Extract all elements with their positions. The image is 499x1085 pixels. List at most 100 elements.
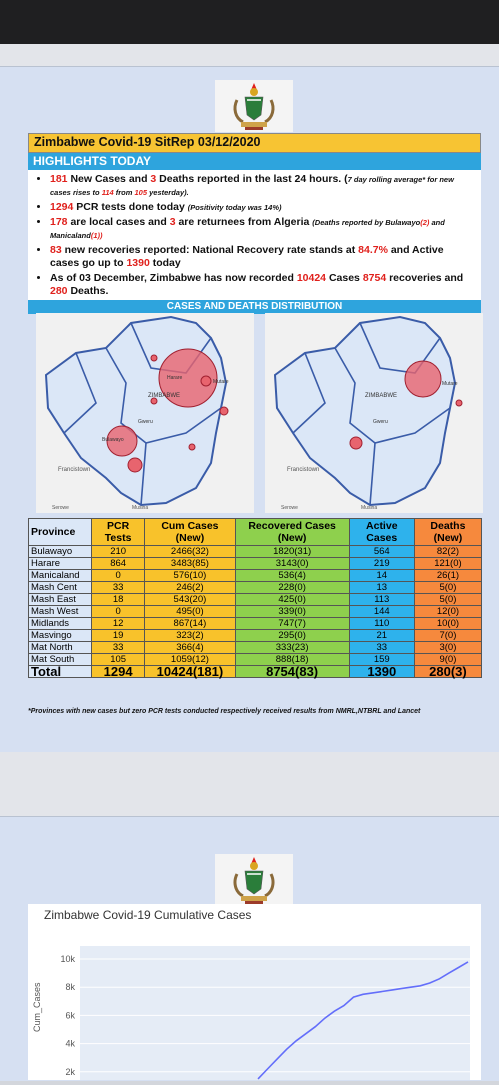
- map-label: Mutare: [213, 379, 229, 385]
- table-row: Mash West 0 495(0) 339(0) 144 12(0): [28, 605, 483, 618]
- recovery-rate-value: 84.7%: [358, 244, 388, 256]
- bulawayo-deaths: (2): [420, 218, 430, 227]
- cell-cum-cases: 323(2): [144, 629, 236, 642]
- deaths-map: ZIMBABWE Gweru Mutare Francistown Serowe…: [265, 313, 483, 513]
- cell-recovered: 228(0): [234, 581, 350, 594]
- highlight-item: 178 are local cases and 3 are returnees …: [50, 216, 475, 242]
- cases-map-graphic: Harare Mutare ZIMBABWE Gweru Bulawayo Fr…: [44, 315, 229, 511]
- sitrep-box: Zimbabwe Covid-19 SitRep 03/12/2020 HIGH…: [28, 133, 481, 314]
- new-deaths-value: 3: [150, 173, 157, 185]
- cell-cum-cases: 3483(85): [144, 557, 236, 570]
- total-cum-cases: 10424(181): [144, 665, 236, 678]
- coat-of-arms-icon: [233, 83, 275, 130]
- highlight-note: (Deaths reported by Bulawayo: [312, 218, 421, 227]
- table-row: Mash East 18 543(20) 425(0) 113 5(0): [28, 593, 483, 606]
- total-recovered: 8754(83): [234, 665, 350, 678]
- manicaland-deaths: (1)): [90, 231, 103, 240]
- total-deaths: 280(3): [413, 665, 483, 678]
- cell-recovered: 1820(31): [234, 545, 350, 558]
- table-row: Harare 864 3483(85) 3143(0) 219 121(0): [28, 557, 483, 570]
- y-tick-label: 8k: [65, 982, 75, 992]
- cell-province: Midlands: [28, 617, 92, 630]
- highlight-text: Cases: [326, 272, 363, 284]
- cell-recovered: 295(0): [234, 629, 350, 642]
- cell-active: 14: [348, 569, 415, 582]
- maps-panel: Harare Mutare ZIMBABWE Gweru Bulawayo Fr…: [28, 313, 483, 513]
- chart-plot: 2k 4k 6k 8k 10k Cum_Cases: [32, 946, 470, 1085]
- highlight-text: are local cases and: [67, 216, 170, 228]
- cell-pcr-tests: 864: [90, 557, 146, 570]
- cell-cum-cases: 543(20): [144, 593, 236, 606]
- cell-active: 13: [348, 581, 415, 594]
- sitrep-title: Zimbabwe Covid-19 SitRep 03/12/2020: [28, 133, 481, 153]
- highlight-item: 1294 PCR tests done today (Positivity to…: [50, 201, 475, 214]
- cell-recovered: 747(7): [234, 617, 350, 630]
- total-recoveries-value: 8754: [362, 272, 387, 284]
- map-label: Musina: [132, 505, 148, 511]
- table-footnote: *Provinces with new cases but zero PCR t…: [28, 708, 421, 715]
- cell-province: Manicaland: [28, 569, 92, 582]
- positivity-note: (Positivity today was 14%): [187, 203, 282, 212]
- cell-recovered: 339(0): [234, 605, 350, 618]
- highlight-text: Deaths reported in the last 24 hours. (: [156, 173, 348, 185]
- highlight-text: new recoveries reported: National Recove…: [61, 244, 359, 256]
- cell-deaths: 3(0): [413, 641, 483, 654]
- highlight-text: and Active cases go up to: [50, 244, 444, 269]
- table-row: Bulawayo 210 2466(32) 1820(31) 564 82(2): [28, 545, 483, 558]
- map-label: Serowe: [281, 505, 298, 511]
- cell-active: 110: [348, 617, 415, 630]
- map-label: Gweru: [373, 419, 388, 425]
- highlight-note: and Manicaland: [50, 218, 445, 240]
- cell-province: Mash East: [28, 593, 92, 606]
- total-pcr-tests: 1294: [90, 665, 146, 678]
- cell-recovered: 425(0): [234, 593, 350, 606]
- top-bar: [0, 0, 499, 44]
- page-gap: [0, 44, 499, 66]
- cell-deaths: 7(0): [413, 629, 483, 642]
- cumulative-chart: Zimbabwe Covid-19 Cumulative Cases 2k 4k 6…: [28, 904, 481, 1085]
- distribution-heading: CASES AND DEATHS DISTRIBUTION: [28, 300, 481, 314]
- cell-deaths: 12(0): [413, 605, 483, 618]
- map-label: Francistown: [58, 467, 90, 473]
- col-header-recovered: Recovered Cases (New): [234, 518, 350, 546]
- highlight-text: are returnees from Algeria: [175, 216, 313, 228]
- cell-cum-cases: 2466(32): [144, 545, 236, 558]
- total-active: 1390: [348, 665, 415, 678]
- cell-pcr-tests: 19: [90, 629, 146, 642]
- coat-of-arms: [215, 854, 293, 906]
- cell-province: Mash West: [28, 605, 92, 618]
- map-label: Francistown: [287, 467, 319, 473]
- map-label: Mutare: [442, 381, 458, 387]
- highlight-item: 181 New Cases and 3 Deaths reported in t…: [50, 173, 475, 199]
- rolling-average-value: 114: [101, 188, 114, 197]
- coat-of-arms-icon: [233, 857, 275, 904]
- highlight-note: 7 day rolling average* for new cases ris…: [50, 175, 454, 197]
- cell-deaths: 10(0): [413, 617, 483, 630]
- highlight-item: As of 03 December, Zimbabwe has now reco…: [50, 272, 475, 298]
- map-label: ZIMBABWE: [148, 393, 180, 399]
- chart-title: Zimbabwe Covid-19 Cumulative Cases: [44, 908, 252, 922]
- highlight-text: PCR tests done today: [73, 201, 188, 213]
- cell-recovered: 333(23): [234, 641, 350, 654]
- col-header-cum-cases: Cum Cases (New): [144, 518, 236, 546]
- highlight-note: yesterday).: [147, 188, 189, 197]
- total-province: Total: [28, 665, 92, 678]
- returnees-value: 3: [169, 216, 176, 228]
- cell-province: Masvingo: [28, 629, 92, 642]
- recoveries-value: 83: [50, 244, 62, 256]
- y-axis-label: Cum_Cases: [32, 982, 42, 1032]
- cell-active: 159: [348, 653, 415, 666]
- new-cases-value: 181: [50, 173, 68, 185]
- map-label: Gweru: [138, 419, 153, 425]
- y-tick-label: 10k: [60, 954, 75, 964]
- col-header-deaths: Deaths (New): [413, 518, 483, 546]
- cell-active: 113: [348, 593, 415, 606]
- cell-active: 21: [348, 629, 415, 642]
- highlight-text: New Cases and: [67, 173, 151, 185]
- map-label: Bulawayo: [102, 437, 124, 443]
- pcr-tests-value: 1294: [50, 201, 74, 213]
- col-header-province: Province: [28, 518, 92, 546]
- page-gap: [0, 752, 499, 816]
- highlights-heading: HIGHLIGHTS TODAY: [28, 153, 481, 170]
- cell-deaths: 9(0): [413, 653, 483, 666]
